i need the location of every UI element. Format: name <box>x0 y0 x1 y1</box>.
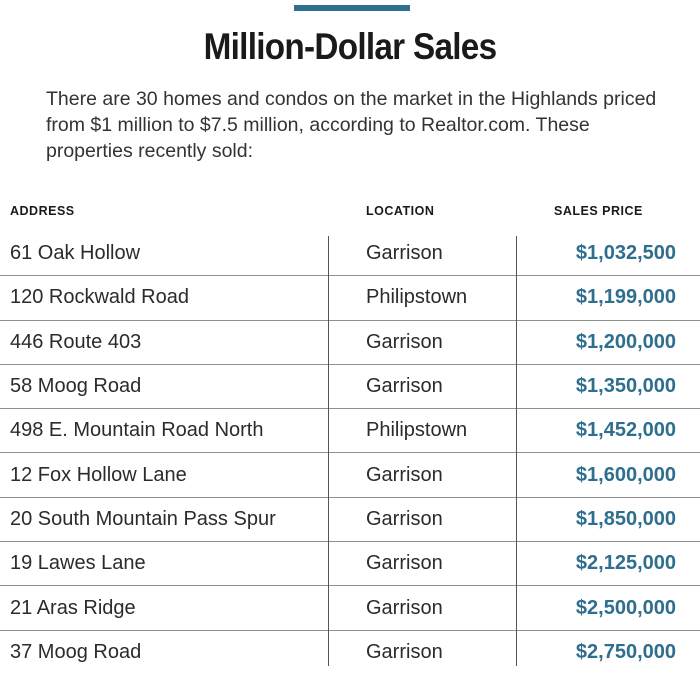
address-cell: 446 Route 403 <box>10 330 142 353</box>
address-cell: 12 Fox Hollow Lane <box>10 463 187 486</box>
price-cell: $2,125,000 <box>575 552 676 575</box>
location-cell: Garrison <box>366 507 443 530</box>
table-header: ADDRESS LOCATION SALES PRICE <box>0 194 700 232</box>
column-divider <box>328 236 329 666</box>
address-cell: 20 South Mountain Pass Spur <box>10 507 276 530</box>
location-cell: Garrison <box>366 242 443 265</box>
location-cell: Garrison <box>366 596 443 619</box>
column-header-location: LOCATION <box>366 204 435 218</box>
table-row: 58 Moog Road Garrison $1,350,000 <box>0 365 700 410</box>
column-header-address: ADDRESS <box>10 204 75 218</box>
location-cell: Garrison <box>366 463 443 486</box>
location-cell: Garrison <box>366 641 443 664</box>
table-row: 37 Moog Road Garrison $2,750,000 <box>0 631 700 675</box>
intro-paragraph: There are 30 homes and condos on the mar… <box>46 88 657 162</box>
table-row: 120 Rockwald Road Philipstown $1,199,000 <box>0 276 700 321</box>
column-header-sales-price: SALES PRICE <box>554 204 643 218</box>
address-cell: 498 E. Mountain Road North <box>10 419 264 442</box>
location-cell: Garrison <box>366 330 443 353</box>
location-cell: Garrison <box>366 375 443 398</box>
price-cell: $1,032,500 <box>575 242 676 265</box>
price-cell: $2,500,000 <box>575 596 676 619</box>
price-cell: $1,199,000 <box>575 286 676 309</box>
address-cell: 58 Moog Road <box>10 375 142 398</box>
page-title: Million-Dollar Sales <box>203 26 497 67</box>
address-cell: 120 Rockwald Road <box>10 286 189 309</box>
table-row: 446 Route 403 Garrison $1,200,000 <box>0 321 700 365</box>
table-row: 21 Aras Ridge Garrison $2,500,000 <box>0 586 700 631</box>
location-cell: Philipstown <box>366 419 468 442</box>
price-cell: $1,200,000 <box>575 330 676 353</box>
location-cell: Philipstown <box>366 286 468 309</box>
table-row: 61 Oak Hollow Garrison $1,032,500 <box>0 232 700 277</box>
address-cell: 19 Lawes Lane <box>10 552 146 575</box>
address-cell: 37 Moog Road <box>10 641 142 664</box>
location-cell: Garrison <box>366 552 443 575</box>
top-accent-rule <box>294 5 410 11</box>
price-cell: $1,452,000 <box>575 419 676 442</box>
price-cell: $1,600,000 <box>575 463 676 486</box>
column-divider <box>516 236 517 666</box>
address-cell: 21 Aras Ridge <box>10 596 136 619</box>
table-row: 20 South Mountain Pass Spur Garrison $1,… <box>0 498 700 543</box>
price-cell: $2,750,000 <box>575 641 676 664</box>
table-row: 19 Lawes Lane Garrison $2,125,000 <box>0 542 700 587</box>
price-cell: $1,850,000 <box>575 507 676 530</box>
table-row: 498 E. Mountain Road North Philipstown $… <box>0 409 700 454</box>
sales-table: ADDRESS LOCATION SALES PRICE 61 Oak Holl… <box>0 194 700 675</box>
price-cell: $1,350,000 <box>575 375 676 398</box>
table-row: 12 Fox Hollow Lane Garrison $1,600,000 <box>0 453 700 498</box>
address-cell: 61 Oak Hollow <box>10 242 141 265</box>
